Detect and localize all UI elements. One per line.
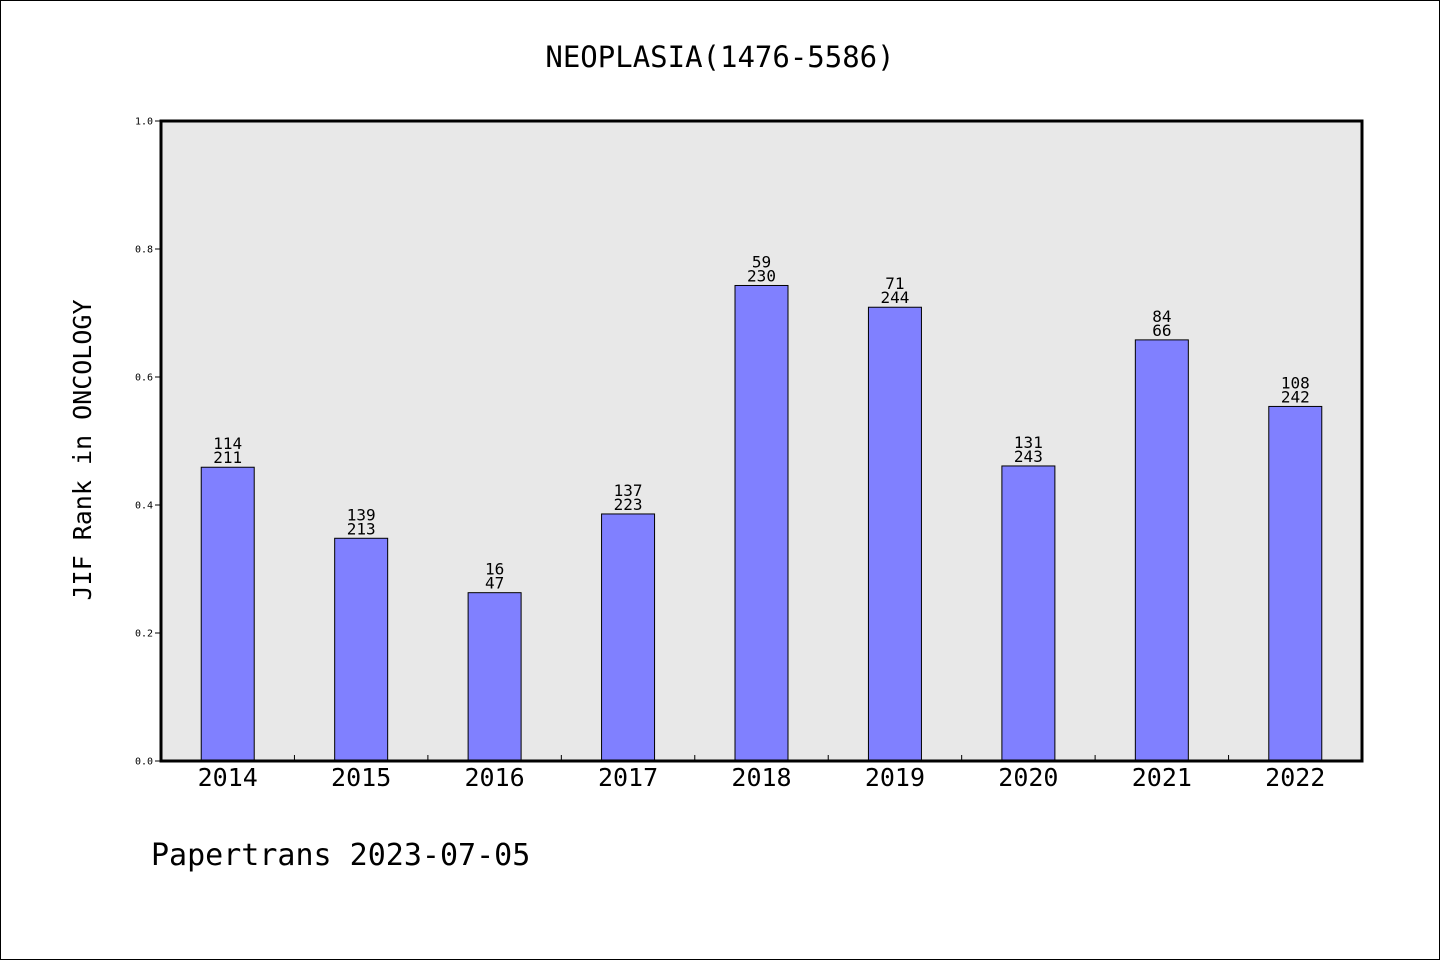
bar-label-top: 139 xyxy=(347,505,376,524)
bar-label-top: 71 xyxy=(885,274,904,293)
x-tick-label: 2017 xyxy=(598,763,658,792)
bar xyxy=(1001,465,1056,762)
bar xyxy=(467,592,522,762)
x-tick-label: 2021 xyxy=(1132,763,1192,792)
bar-label-bottom: 223 xyxy=(614,495,643,514)
y-axis: 0.0 0.2 0.4 0.6 0.8 1.0 xyxy=(135,117,161,768)
bar xyxy=(734,284,789,762)
x-tick-label: 2019 xyxy=(865,763,925,792)
footer-text: Papertrans 2023-07-05 xyxy=(151,838,530,873)
chart-title: NEOPLASIA(1476-5586) xyxy=(545,40,894,74)
y-tick-label: 0.6 xyxy=(135,373,153,384)
bar-label-bottom: 66 xyxy=(1152,321,1171,340)
y-axis-label: JIF Rank in ONCOLOGY xyxy=(68,299,97,600)
bar-label-bottom: 243 xyxy=(1014,447,1043,466)
bar xyxy=(200,466,255,762)
y-tick-label: 0.0 xyxy=(135,757,153,768)
bar xyxy=(1134,339,1189,762)
bar-label-bottom: 230 xyxy=(747,266,776,285)
bar-label-top: 137 xyxy=(614,481,643,500)
bar xyxy=(867,306,922,762)
bar-label-top: 131 xyxy=(1014,433,1043,452)
y-tick-label: 0.2 xyxy=(135,629,153,640)
bar xyxy=(1268,405,1323,762)
x-tick-label: 2018 xyxy=(731,763,791,792)
bar-label-top: 16 xyxy=(485,560,504,579)
bar-label-bottom: 242 xyxy=(1281,387,1310,406)
plot-border xyxy=(159,119,1364,763)
x-tick-label: 2016 xyxy=(465,763,525,792)
x-tick-label: 2015 xyxy=(331,763,391,792)
x-tick-label: 2022 xyxy=(1265,763,1325,792)
bar-label-top: 108 xyxy=(1281,373,1310,392)
y-tick-label: 0.8 xyxy=(135,245,153,256)
bar xyxy=(334,537,389,762)
x-axis: 2014 2015 2016 2017 2018 2019 2020 2021 2022 xyxy=(198,755,1325,792)
bar-label-top: 59 xyxy=(752,252,771,271)
bar-label-bottom: 213 xyxy=(347,519,376,538)
x-tick-label: 2020 xyxy=(998,763,1058,792)
x-tick-label: 2014 xyxy=(198,763,258,792)
y-tick-label: 0.4 xyxy=(135,501,153,512)
bars xyxy=(200,284,1323,762)
bar xyxy=(601,513,656,762)
bar-label-bottom: 47 xyxy=(485,574,504,593)
bar-label-top: 84 xyxy=(1152,307,1171,326)
bar-label-bottom: 211 xyxy=(213,448,242,467)
y-tick-label: 1.0 xyxy=(135,117,153,128)
bar-label-bottom: 244 xyxy=(880,288,909,307)
bar-label-top: 114 xyxy=(213,434,242,453)
